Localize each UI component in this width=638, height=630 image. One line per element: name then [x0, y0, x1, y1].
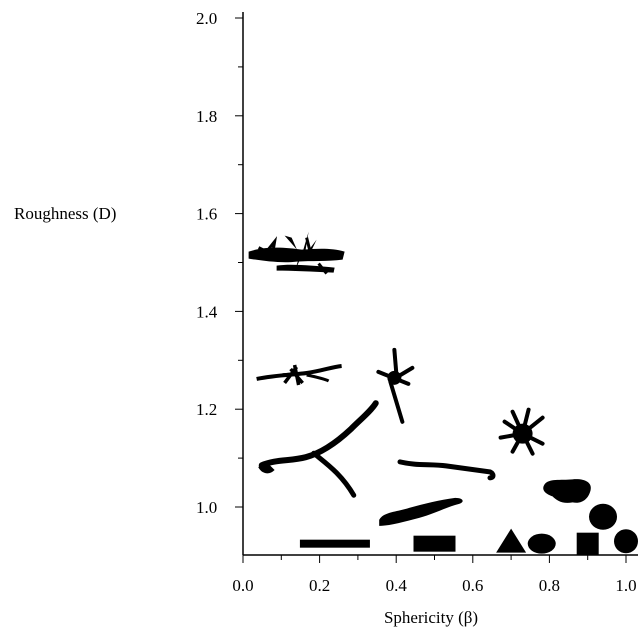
x-tick-label: 0.4	[386, 576, 408, 595]
branched-chain-icon	[258, 400, 379, 498]
ticks: 1.0 1.2 1.4 1.6 1.8 2.0 0.0 0.2 0.4 0.6 0.8 1.0	[196, 9, 637, 595]
x-tick-label: 0.6	[462, 576, 483, 595]
circle-icon	[614, 529, 638, 554]
ellipse-icon	[527, 533, 556, 554]
blob	[543, 479, 591, 503]
x-tick-label: 0.8	[539, 576, 560, 595]
crystal-arm	[282, 364, 311, 386]
y-tick-label: 1.4	[196, 302, 218, 321]
star-aggregate-icon	[498, 407, 545, 456]
blob	[379, 497, 463, 526]
square	[576, 532, 599, 555]
crystal-arm	[376, 347, 415, 424]
branched-crystal-icon	[256, 363, 342, 386]
rounded-blob-icon	[589, 503, 618, 530]
y-tick-label: 1.8	[196, 107, 217, 126]
dendritic-crystal-icon	[248, 231, 345, 275]
thin-bar-icon	[299, 539, 370, 548]
square-icon	[576, 532, 599, 555]
chain-segment	[258, 463, 275, 474]
elongated-blob-icon	[379, 497, 463, 526]
bar	[299, 539, 370, 548]
triangle-icon	[496, 528, 527, 553]
crystal-core	[387, 370, 402, 385]
triangle	[496, 528, 527, 553]
rough-blob-icon	[543, 479, 591, 503]
rectangle	[413, 535, 456, 552]
data-marks	[248, 231, 638, 555]
x-tick-label: 1.0	[615, 576, 636, 595]
blob	[589, 503, 618, 530]
x-axis-label: Sphericity (β)	[384, 608, 478, 627]
axes	[242, 12, 638, 556]
x-tick-label: 0.0	[232, 576, 253, 595]
y-tick-label: 1.2	[196, 400, 217, 419]
ellipse	[527, 533, 556, 554]
y-tick-label: 2.0	[196, 9, 217, 28]
crystal-branch	[257, 236, 328, 275]
y-tick-label: 1.0	[196, 498, 217, 517]
chain-segment	[258, 400, 379, 469]
aggregate-arm	[498, 407, 545, 456]
circle	[614, 529, 638, 554]
x-tick-label: 0.2	[309, 576, 330, 595]
star-crystal-icon	[376, 347, 415, 424]
chain-segment	[397, 459, 496, 481]
y-axis-label: Roughness (D)	[14, 204, 116, 223]
crystal-arm	[306, 373, 330, 383]
chain-segment	[311, 450, 357, 498]
chain-icon	[397, 459, 496, 481]
rectangle-icon	[413, 535, 456, 552]
crystal-arm	[284, 231, 317, 272]
y-tick-label: 1.6	[196, 205, 217, 224]
